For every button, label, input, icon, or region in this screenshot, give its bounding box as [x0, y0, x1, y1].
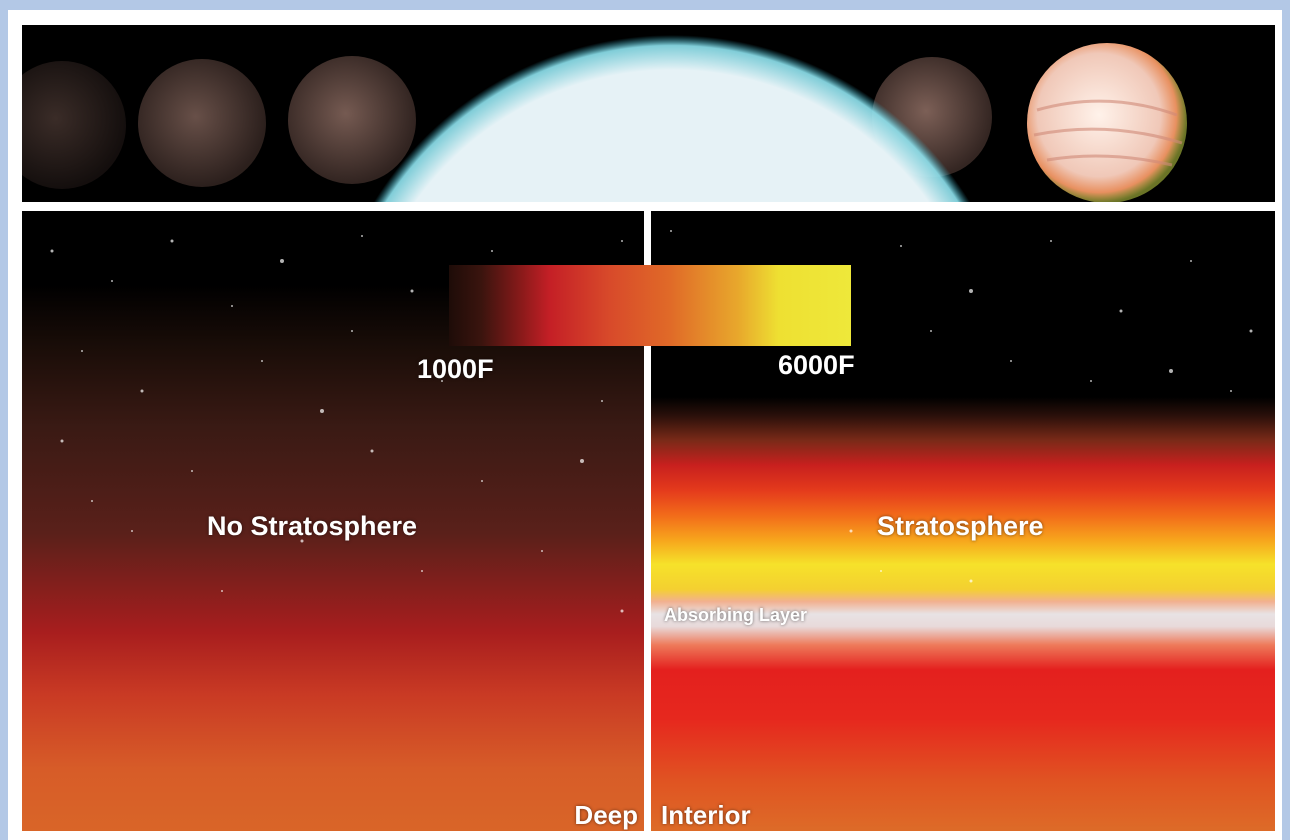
star-planets-panel: [22, 25, 1275, 202]
planet-3: [288, 56, 416, 184]
colorbar-min-label: 1000F: [417, 354, 494, 384]
planet-hot: [1027, 43, 1187, 202]
star: [373, 35, 971, 202]
temperature-colorbar: [449, 265, 851, 346]
planet-1: [22, 61, 126, 189]
star-planets-illustration: [22, 35, 1187, 202]
absorbing-layer-label: Absorbing Layer: [664, 605, 808, 625]
right-panel-title: Stratosphere: [877, 511, 1044, 541]
left-panel-title: No Stratosphere: [207, 511, 418, 541]
planet-2: [138, 59, 266, 187]
planet-bands: [1033, 99, 1183, 167]
deep-label: Deep: [574, 800, 638, 830]
interior-label: Interior: [661, 800, 751, 830]
colorbar-max-label: 6000F: [778, 350, 855, 380]
